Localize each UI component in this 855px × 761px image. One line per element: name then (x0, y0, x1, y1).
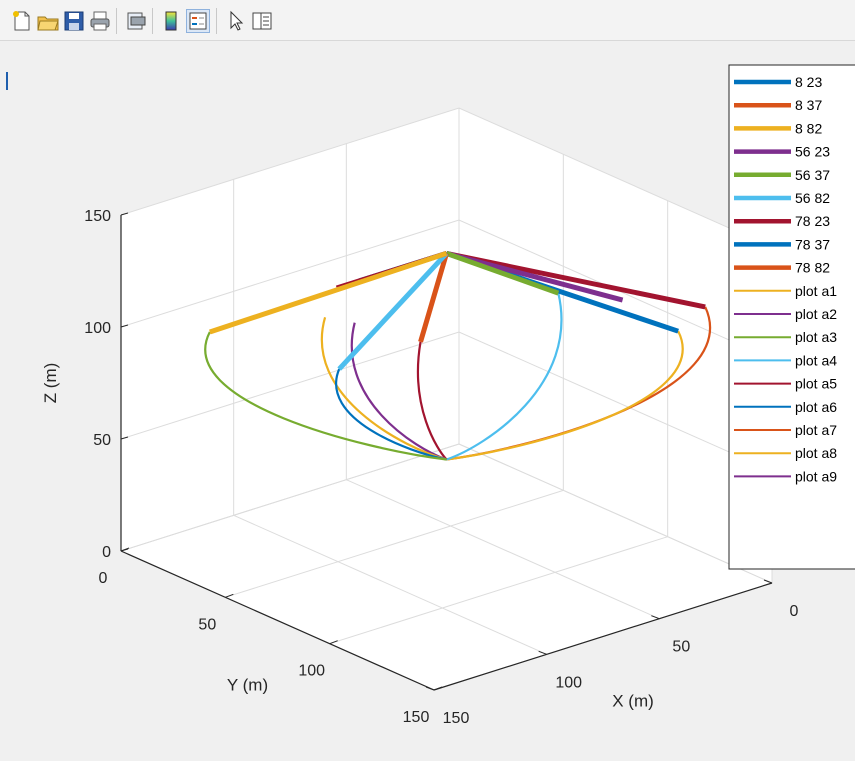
y-tick-label: 150 (403, 709, 430, 726)
toolbar-separator (152, 8, 153, 34)
z-tick-label: 0 (102, 544, 111, 561)
plot-arm-5 (418, 252, 449, 343)
print-preview-icon[interactable] (124, 9, 148, 33)
z-tick (120, 324, 129, 328)
z-axis-label: Z (m) (41, 363, 60, 404)
legend-label-10: plot a1 (795, 283, 837, 299)
legend-label-9: 78 82 (795, 260, 830, 276)
colorbar-icon[interactable] (160, 9, 184, 33)
legend-label-8: 78 37 (795, 236, 830, 252)
plot-arm-9 (209, 251, 448, 335)
y-tick (225, 593, 234, 598)
x-tick-label: 50 (672, 639, 690, 656)
x-tick (651, 615, 660, 620)
x-tick (763, 579, 773, 584)
toolbar-separator (216, 8, 217, 34)
plot-curve-2 (446, 330, 684, 461)
figure-edge-marker (6, 72, 8, 90)
plot-curve-6 (320, 317, 447, 461)
legend-icon[interactable] (186, 9, 210, 33)
z-tick-label: 150 (84, 208, 111, 225)
plot-curve-4 (416, 341, 448, 461)
x-tick-label: 150 (443, 710, 470, 727)
y-tick (433, 686, 443, 691)
legend-label-5: 56 37 (795, 167, 830, 183)
legend[interactable]: 8 23 8 37 8 82 56 23 56 37 56 82 78 23 78 37 78 … (728, 64, 855, 570)
x-tick-label: 100 (555, 674, 582, 691)
legend-label-1: 8 23 (795, 74, 822, 90)
y-tick (329, 640, 338, 645)
legend-label-6: 56 82 (795, 190, 830, 206)
legend-label-2: 8 37 (795, 97, 822, 113)
y-tick (120, 547, 130, 552)
pointer-icon[interactable] (224, 9, 248, 33)
plot-curve-5 (350, 322, 447, 461)
legend-label-18: plot a9 (795, 468, 837, 484)
new-figure-icon[interactable] (10, 9, 34, 33)
grid-line-y (329, 200, 669, 645)
plot-curve-3 (446, 292, 563, 461)
legend-label-12: plot a3 (795, 329, 837, 345)
back-pane-yz (459, 108, 772, 583)
y-tick-label: 50 (198, 616, 216, 633)
open-file-icon[interactable] (36, 9, 60, 33)
y-tick-label: 0 (99, 570, 108, 587)
grid-line-z (120, 107, 773, 248)
z-tick (120, 436, 129, 440)
legend-label-17: plot a8 (795, 445, 837, 461)
legend-box (728, 64, 855, 570)
legend-label-16: plot a7 (795, 422, 837, 438)
tick-labels: 0 0 0 50 50 50 100 100 100 150 150 150 (84, 208, 798, 727)
y-tick-label: 100 (298, 663, 325, 680)
x-tick-label: 0 (790, 603, 799, 620)
plot-curves (204, 292, 712, 461)
z-tick-label: 50 (93, 432, 111, 449)
plot-arms (209, 250, 706, 371)
figure-toolbar (0, 0, 855, 41)
x-axis-label: X (m) (612, 692, 654, 711)
axes-panes (121, 108, 772, 690)
property-inspector-icon[interactable] (250, 9, 274, 33)
y-axis-label: Y (m) (227, 676, 268, 695)
x-tick (425, 686, 435, 691)
y-axis-line (120, 550, 435, 691)
toolbar-separator (116, 8, 117, 34)
x-axis-line (433, 582, 773, 691)
legend-label-4: 56 23 (795, 144, 830, 160)
save-icon[interactable] (62, 9, 86, 33)
legend-label-13: plot a4 (795, 352, 837, 368)
legend-label-3: 8 82 (795, 120, 822, 136)
plot-arm-6 (337, 251, 449, 371)
back-pane-xz (121, 108, 459, 551)
figure-canvas: 0 0 0 50 50 50 100 100 100 150 150 150 X (m) Y (m) … (8, 44, 855, 756)
z-tick-label: 100 (84, 320, 111, 337)
legend-label-7: 78 23 (795, 213, 830, 229)
floor-pane (121, 444, 772, 690)
plot-curve-8 (204, 331, 447, 461)
legend-label-14: plot a5 (795, 376, 837, 392)
z-tick (120, 212, 129, 216)
x-tick (538, 650, 547, 655)
legend-label-15: plot a6 (795, 399, 837, 415)
legend-label-11: plot a2 (795, 306, 837, 322)
plot-arm-4 (445, 251, 560, 296)
plot-curve-7 (335, 368, 447, 461)
axis-lines (120, 212, 773, 691)
print-icon[interactable] (88, 9, 112, 33)
